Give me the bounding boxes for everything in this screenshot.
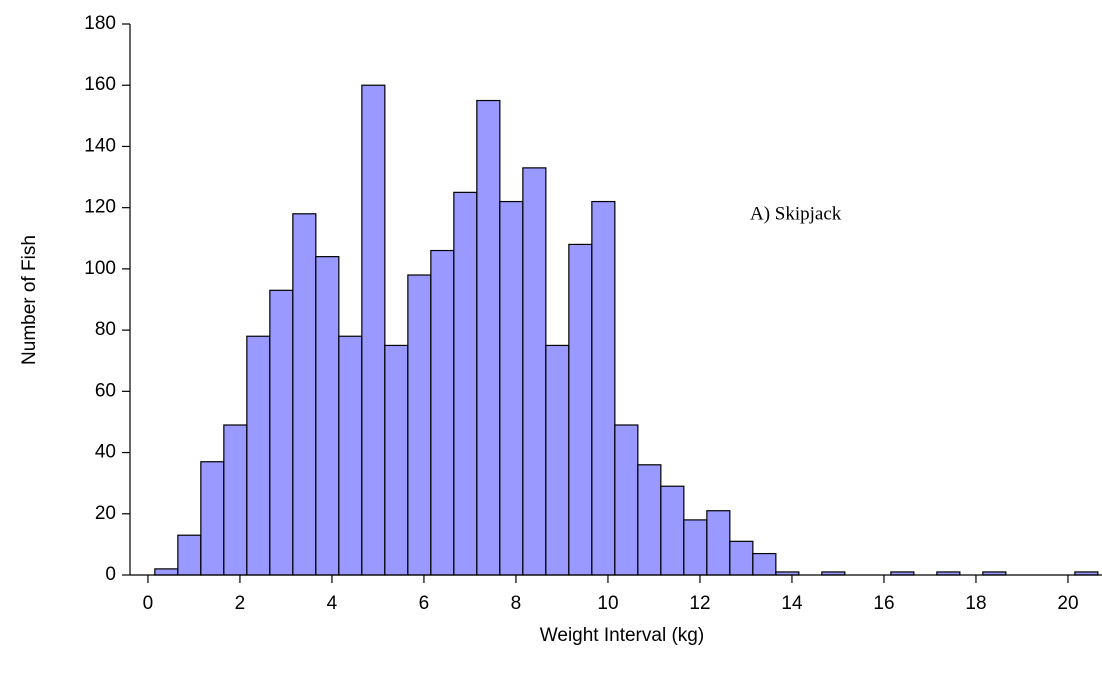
bar (177, 534, 202, 576)
x-tick-label: 16 (873, 593, 894, 614)
x-tick-label: 14 (781, 593, 803, 614)
y-tick-label: 40 (95, 442, 116, 463)
bar (246, 335, 271, 576)
y-tick-label: 60 (95, 380, 116, 401)
x-tick-label: 6 (419, 593, 430, 614)
y-tick-label: 0 (105, 564, 116, 585)
y-tick-label: 80 (95, 319, 116, 340)
bar (706, 510, 731, 576)
bar (660, 485, 685, 576)
bar (683, 519, 708, 576)
bar (361, 84, 386, 576)
bar (384, 344, 409, 576)
bar (499, 200, 524, 576)
x-tick-label: 0 (143, 593, 154, 614)
bar (407, 274, 432, 576)
x-tick-label: 8 (511, 593, 522, 614)
bar (269, 289, 294, 576)
bar (338, 335, 363, 576)
bar (522, 167, 547, 576)
bar (637, 464, 662, 576)
bar (315, 256, 340, 576)
y-tick-label: 100 (84, 258, 116, 279)
x-tick-label: 18 (965, 593, 986, 614)
x-tick-label: 20 (1057, 593, 1078, 614)
y-tick-label: 120 (84, 197, 116, 218)
x-tick-label: 10 (597, 593, 618, 614)
bar (729, 540, 754, 576)
x-tick-label: 12 (689, 593, 710, 614)
bar (154, 568, 179, 576)
y-tick-label: 20 (95, 503, 116, 524)
bar (453, 191, 478, 576)
bar (614, 424, 639, 576)
bar (200, 461, 225, 576)
x-axis-label: Weight Interval (kg) (540, 625, 704, 646)
x-tick-label: 4 (327, 593, 338, 614)
annotation: A) Skipjack (750, 203, 842, 224)
bar (223, 424, 248, 576)
y-tick-label: 180 (84, 13, 116, 34)
bar (545, 344, 570, 576)
bar (591, 200, 616, 576)
y-tick-label: 140 (84, 135, 116, 156)
bar (568, 243, 593, 576)
bar (292, 213, 317, 576)
y-axis-label: Number of Fish (19, 235, 40, 365)
y-tick-label: 160 (84, 74, 116, 95)
bar (752, 552, 777, 576)
x-tick-label: 2 (235, 593, 246, 614)
bar (476, 99, 501, 576)
bar (430, 249, 455, 576)
